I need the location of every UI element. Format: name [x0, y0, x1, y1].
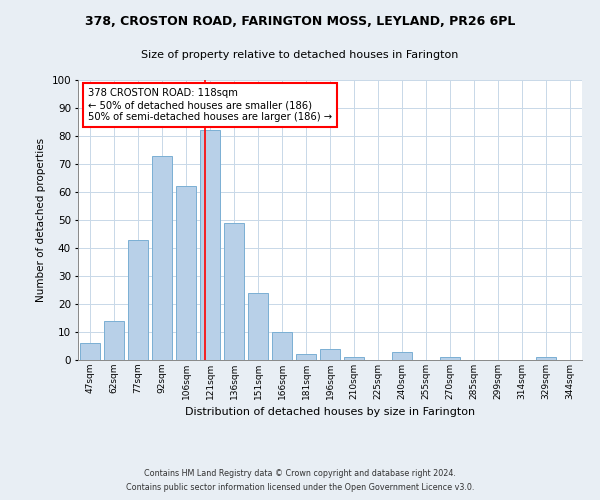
Bar: [392, 352, 412, 360]
Bar: [152, 156, 172, 360]
Text: Size of property relative to detached houses in Farington: Size of property relative to detached ho…: [142, 50, 458, 60]
Bar: [224, 223, 244, 360]
Bar: [104, 321, 124, 360]
Bar: [344, 357, 364, 360]
Bar: [128, 240, 148, 360]
Bar: [536, 357, 556, 360]
Bar: [272, 332, 292, 360]
Bar: [200, 130, 220, 360]
Y-axis label: Number of detached properties: Number of detached properties: [36, 138, 46, 302]
Text: Contains public sector information licensed under the Open Government Licence v3: Contains public sector information licen…: [126, 484, 474, 492]
Bar: [176, 186, 196, 360]
Bar: [296, 354, 316, 360]
Text: Contains HM Land Registry data © Crown copyright and database right 2024.: Contains HM Land Registry data © Crown c…: [144, 468, 456, 477]
Bar: [80, 343, 100, 360]
Bar: [440, 357, 460, 360]
Bar: [320, 349, 340, 360]
Bar: [248, 293, 268, 360]
X-axis label: Distribution of detached houses by size in Farington: Distribution of detached houses by size …: [185, 408, 475, 418]
Text: 378 CROSTON ROAD: 118sqm
← 50% of detached houses are smaller (186)
50% of semi-: 378 CROSTON ROAD: 118sqm ← 50% of detach…: [88, 88, 332, 122]
Text: 378, CROSTON ROAD, FARINGTON MOSS, LEYLAND, PR26 6PL: 378, CROSTON ROAD, FARINGTON MOSS, LEYLA…: [85, 15, 515, 28]
